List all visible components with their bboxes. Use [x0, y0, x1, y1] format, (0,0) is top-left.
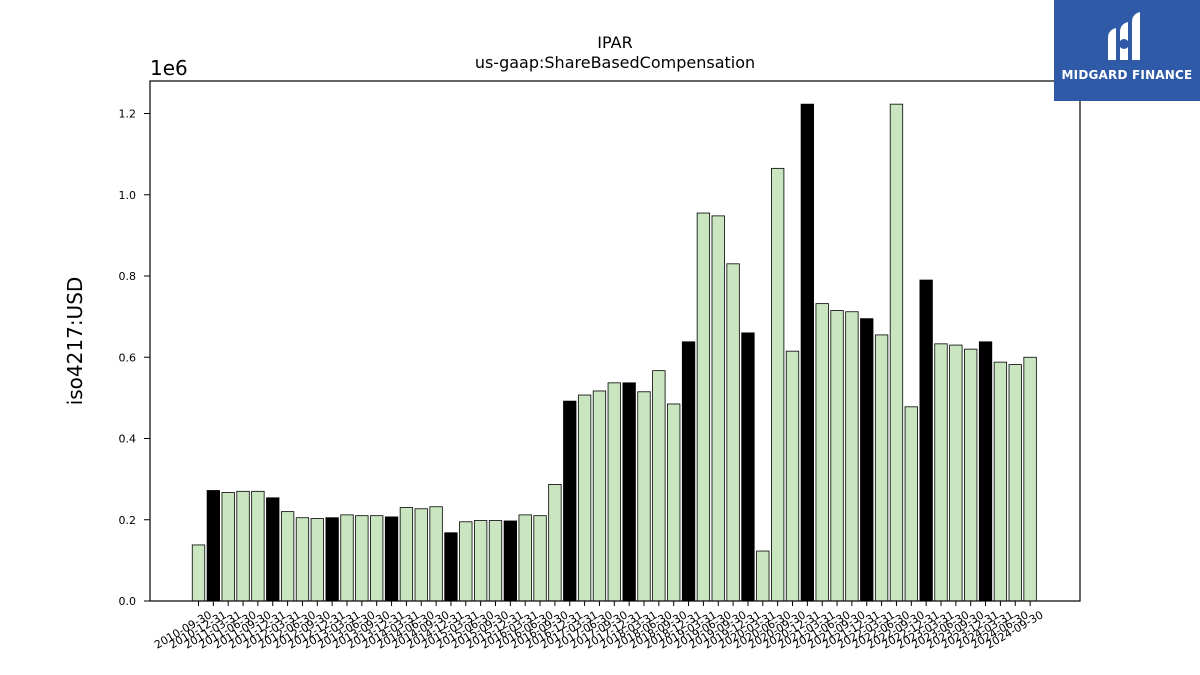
bar [1008, 364, 1022, 602]
bar [1023, 356, 1037, 602]
bar [191, 544, 206, 602]
x-axis: 2010-09-302010-12-312011-03-312011-06-30… [152, 601, 1046, 652]
bar [696, 212, 711, 602]
brand-name: MIDGARD FINANCE [1061, 68, 1193, 82]
bar [637, 391, 651, 602]
bar [741, 332, 755, 602]
y-axis: 0.0 0.2 0.4 0.6 0.8 1.0 1.2 [119, 108, 150, 608]
bar [919, 279, 933, 602]
bar [726, 263, 740, 602]
bar [295, 517, 310, 602]
bar [266, 497, 280, 602]
bar [577, 394, 592, 602]
bar [459, 521, 473, 602]
bar [488, 520, 503, 602]
bar [964, 348, 978, 602]
bar [904, 406, 918, 602]
midgard-logo-icon [1108, 12, 1140, 60]
bar [414, 508, 428, 602]
bar [756, 550, 770, 602]
bar [993, 361, 1008, 602]
bar [815, 303, 829, 602]
y-tick-label: 1.0 [119, 189, 137, 202]
y-tick-label: 1.2 [119, 108, 137, 121]
bar [384, 516, 399, 602]
y-multiplier-label: 1e6 [150, 56, 188, 80]
bar [473, 520, 488, 602]
bar [874, 334, 889, 602]
bar [845, 311, 859, 602]
bar [934, 343, 948, 602]
bar [785, 350, 800, 602]
bar [860, 318, 874, 602]
bar [503, 520, 518, 602]
bar [800, 103, 814, 602]
bar [370, 515, 384, 602]
bar [548, 484, 562, 602]
y-tick-label: 0.2 [119, 514, 137, 527]
bar [325, 517, 339, 602]
bar-series [191, 103, 1037, 602]
bar [949, 344, 963, 602]
bar [563, 400, 577, 602]
y-axis-label: iso4217:USD [63, 277, 87, 406]
bar [533, 515, 547, 602]
chart-title: IPAR [597, 33, 632, 52]
bar [607, 382, 621, 602]
bar [830, 310, 844, 602]
bar [221, 492, 235, 602]
bar [889, 103, 904, 602]
chart-subtitle: us-gaap:ShareBasedCompensation [475, 53, 755, 72]
y-tick-label: 0.4 [119, 433, 137, 446]
bar [206, 490, 221, 602]
plot-frame [149, 80, 1081, 602]
bar [429, 506, 443, 602]
bar [399, 507, 414, 602]
bar [667, 403, 681, 602]
bar [251, 490, 265, 602]
y-tick-label: 0.0 [119, 595, 137, 608]
bar [681, 341, 696, 602]
brand-logo: MIDGARD FINANCE [1054, 0, 1200, 101]
bar [978, 341, 993, 602]
bar [280, 511, 295, 602]
bar [711, 215, 725, 602]
bar [236, 490, 250, 602]
bar [340, 514, 354, 602]
bar [518, 514, 532, 602]
bar [355, 515, 369, 602]
y-tick-label: 0.8 [119, 270, 137, 283]
bar [771, 167, 785, 602]
y-tick-label: 0.6 [119, 351, 137, 364]
bar [592, 390, 607, 602]
bar [310, 518, 324, 602]
bar [622, 382, 636, 602]
bar [444, 532, 458, 602]
bar [652, 370, 666, 602]
